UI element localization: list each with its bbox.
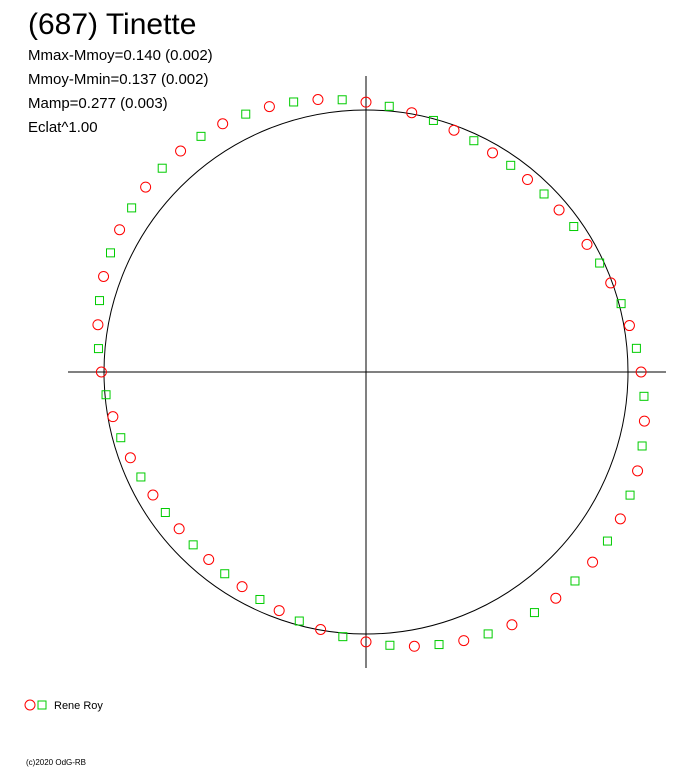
point xyxy=(107,411,119,423)
point xyxy=(458,635,470,647)
point xyxy=(539,189,549,199)
point xyxy=(136,472,146,482)
point xyxy=(273,605,285,617)
point xyxy=(360,636,372,648)
point xyxy=(101,390,111,400)
point xyxy=(570,576,580,586)
point xyxy=(639,391,649,401)
point xyxy=(124,452,136,464)
point xyxy=(602,536,612,546)
point xyxy=(635,366,647,378)
point xyxy=(147,489,159,501)
point xyxy=(638,415,650,427)
point xyxy=(550,592,562,604)
point xyxy=(506,619,518,631)
point xyxy=(469,136,479,146)
point xyxy=(581,238,593,250)
point xyxy=(140,181,152,193)
point xyxy=(605,277,617,289)
point xyxy=(595,258,605,268)
point xyxy=(385,640,395,650)
point xyxy=(406,107,418,119)
point xyxy=(236,581,248,593)
point xyxy=(106,248,116,258)
point xyxy=(614,513,626,525)
point xyxy=(173,523,185,535)
reference-circle xyxy=(103,109,629,635)
point xyxy=(312,94,324,106)
point xyxy=(255,594,265,604)
point xyxy=(127,203,137,213)
point xyxy=(483,629,493,639)
point xyxy=(338,632,348,642)
point xyxy=(95,296,105,306)
point xyxy=(553,204,565,216)
point xyxy=(428,115,438,125)
point xyxy=(116,433,126,443)
point xyxy=(569,222,579,232)
stat: Eclat^1.00 xyxy=(28,119,98,136)
point xyxy=(294,616,304,626)
point xyxy=(625,490,635,500)
point xyxy=(506,160,516,170)
legend-marker xyxy=(24,699,36,711)
point xyxy=(408,640,420,652)
point xyxy=(587,556,599,568)
point xyxy=(632,465,644,477)
point xyxy=(315,624,327,636)
point xyxy=(434,640,444,650)
point xyxy=(93,344,103,354)
legend-label: Rene Roy xyxy=(54,700,103,712)
point xyxy=(360,96,372,108)
footer: (c)2020 OdG-RB xyxy=(26,758,86,767)
point xyxy=(384,101,394,111)
point xyxy=(289,97,299,107)
point xyxy=(522,174,534,186)
point xyxy=(220,569,230,579)
legend-marker xyxy=(37,700,47,710)
point xyxy=(448,124,460,136)
point xyxy=(114,224,126,236)
point xyxy=(487,147,499,159)
point xyxy=(175,145,187,157)
point xyxy=(241,109,251,119)
point xyxy=(623,320,635,332)
point xyxy=(157,163,167,173)
point xyxy=(196,131,206,141)
stat: Mmoy-Mmin=0.137 (0.002) xyxy=(28,71,208,88)
point xyxy=(188,540,198,550)
point xyxy=(616,299,626,309)
point xyxy=(160,508,170,518)
stat: Mmax-Mmoy=0.140 (0.002) xyxy=(28,47,213,64)
stat: Mamp=0.277 (0.003) xyxy=(28,95,168,112)
point xyxy=(92,319,104,331)
point xyxy=(337,95,347,105)
point xyxy=(203,553,215,565)
point xyxy=(217,118,229,130)
point xyxy=(529,608,539,618)
point xyxy=(98,270,110,282)
point xyxy=(263,101,275,113)
point xyxy=(95,366,107,378)
point xyxy=(631,343,641,353)
point xyxy=(637,441,647,451)
chart-title: (687) Tinette xyxy=(28,8,196,41)
